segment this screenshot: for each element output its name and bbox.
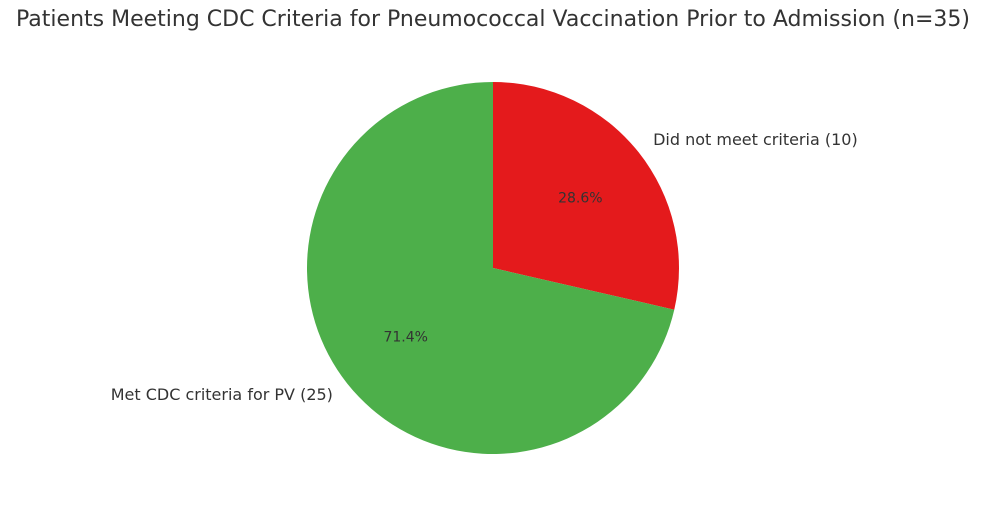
percent-label: 28.6% — [558, 190, 602, 206]
pie-slice — [307, 81, 675, 454]
slice-label: Met CDC criteria for PV (25) — [111, 385, 333, 404]
slice-label: Did not meet criteria (10) — [653, 130, 858, 149]
percent-label: 71.4% — [383, 330, 427, 346]
chart-title: Patients Meeting CDC Criteria for Pneumo… — [16, 7, 970, 32]
pie-slice — [493, 82, 679, 310]
